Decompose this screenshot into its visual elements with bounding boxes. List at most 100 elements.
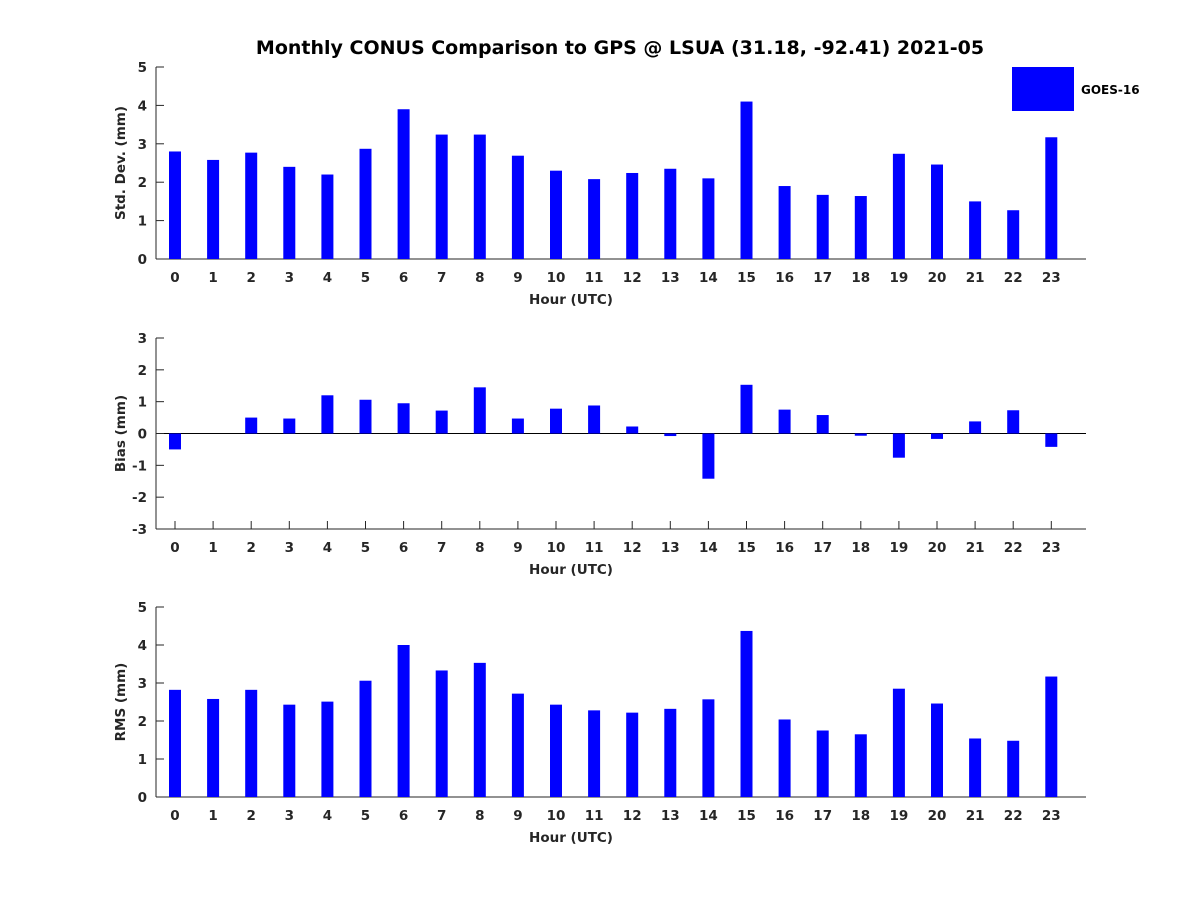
bar — [702, 699, 715, 797]
x-tick-label: 2 — [246, 808, 255, 824]
bar — [969, 421, 982, 434]
y-axis-label: RMS (mm) — [113, 663, 129, 742]
bar — [511, 155, 524, 259]
y-tick-label: 0 — [138, 790, 147, 806]
bar — [359, 399, 372, 434]
bar — [854, 734, 867, 797]
bar — [892, 433, 905, 458]
y-tick-label: -3 — [132, 522, 147, 538]
figure-title: Monthly CONUS Comparison to GPS @ LSUA (… — [256, 37, 984, 59]
bar — [321, 395, 334, 434]
y-tick-label: 0 — [138, 252, 147, 268]
x-tick-label: 2 — [246, 540, 255, 556]
x-tick-label: 15 — [737, 540, 756, 556]
bar — [435, 670, 448, 797]
x-tick-label: 18 — [851, 540, 870, 556]
x-tick-label: 5 — [361, 540, 370, 556]
x-tick-label: 16 — [775, 270, 794, 286]
x-tick-label: 22 — [1004, 540, 1023, 556]
bar — [740, 630, 753, 797]
bar — [664, 168, 677, 259]
bar — [550, 408, 562, 434]
bar — [473, 134, 486, 259]
x-tick-label: 18 — [851, 270, 870, 286]
x-tick-label: 17 — [813, 808, 832, 824]
x-tick-label: 12 — [623, 270, 642, 286]
bar — [588, 405, 601, 434]
x-tick-label: 18 — [851, 808, 870, 824]
x-tick-label: 21 — [966, 808, 985, 824]
x-tick-label: 12 — [623, 808, 642, 824]
x-tick-label: 6 — [399, 540, 408, 556]
x-tick-label: 10 — [547, 808, 566, 824]
bar — [321, 701, 334, 797]
bar — [854, 196, 867, 259]
bar — [892, 153, 905, 259]
x-tick-label: 15 — [737, 270, 756, 286]
bar — [892, 688, 905, 797]
x-tick-label: 15 — [737, 808, 756, 824]
y-tick-label: 0 — [138, 427, 147, 443]
bar — [435, 410, 448, 434]
bar — [169, 151, 181, 259]
bar — [626, 426, 639, 434]
x-tick-label: 19 — [890, 808, 909, 824]
bar — [550, 170, 562, 259]
bar — [1007, 210, 1020, 259]
x-tick-label: 23 — [1042, 270, 1061, 286]
x-tick-label: 11 — [585, 808, 604, 824]
x-tick-label: 9 — [513, 808, 522, 824]
y-tick-label: 1 — [138, 214, 147, 230]
bar — [397, 645, 410, 797]
bar — [702, 433, 715, 479]
x-tick-label: 8 — [475, 270, 484, 286]
y-tick-label: 5 — [138, 60, 147, 76]
bar — [435, 134, 448, 259]
y-tick-label: 5 — [138, 600, 147, 616]
y-axis-label: Std. Dev. (mm) — [113, 106, 129, 220]
bar — [511, 418, 524, 434]
x-tick-label: 5 — [361, 808, 370, 824]
x-tick-label: 14 — [699, 808, 718, 824]
bar — [245, 152, 258, 259]
bar — [778, 186, 791, 259]
x-tick-label: 4 — [323, 270, 332, 286]
x-tick-label: 3 — [285, 270, 294, 286]
x-tick-label: 3 — [285, 808, 294, 824]
bar — [816, 730, 829, 797]
bar — [664, 433, 677, 437]
bar — [588, 710, 601, 797]
bar — [1007, 410, 1020, 434]
x-tick-label: 14 — [699, 270, 718, 286]
y-tick-label: 2 — [138, 175, 147, 191]
bar — [778, 719, 791, 797]
legend-swatch — [1012, 67, 1074, 111]
x-tick-label: 17 — [813, 540, 832, 556]
bar — [1007, 740, 1020, 797]
y-tick-label: 4 — [138, 98, 147, 114]
y-tick-label: 3 — [138, 137, 147, 153]
bar — [740, 101, 753, 259]
y-tick-label: 1 — [138, 752, 147, 768]
bar — [283, 418, 296, 434]
bar — [321, 174, 334, 259]
x-tick-label: 13 — [661, 808, 680, 824]
bar — [588, 179, 601, 259]
y-tick-label: 3 — [138, 331, 147, 347]
x-tick-label: 19 — [890, 270, 909, 286]
bar — [169, 433, 181, 450]
legend-label: GOES-16 — [1081, 83, 1140, 97]
x-tick-label: 20 — [928, 270, 947, 286]
x-tick-label: 13 — [661, 540, 680, 556]
bar — [283, 166, 296, 259]
x-tick-label: 20 — [928, 540, 947, 556]
x-tick-label: 0 — [170, 540, 179, 556]
bar — [969, 201, 982, 259]
bar — [283, 704, 296, 797]
x-tick-label: 14 — [699, 540, 718, 556]
bar — [473, 387, 486, 434]
x-tick-label: 0 — [170, 270, 179, 286]
x-tick-label: 17 — [813, 270, 832, 286]
x-tick-label: 20 — [928, 808, 947, 824]
